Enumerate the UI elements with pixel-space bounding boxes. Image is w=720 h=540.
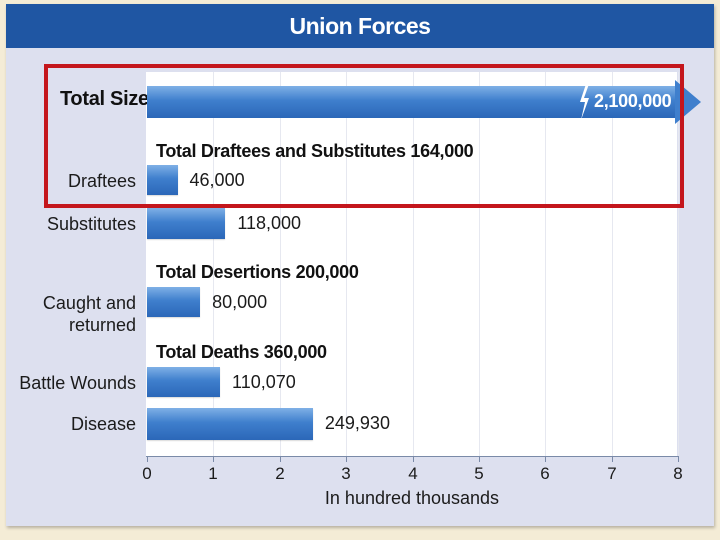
- plot-area: [146, 72, 677, 456]
- category-label-line: Caught and: [42, 293, 136, 313]
- x-tick: [612, 456, 613, 462]
- x-tick-label: 3: [341, 464, 351, 483]
- chart-header: Union Forces: [6, 4, 714, 48]
- category-label-draftees: Draftees: [67, 171, 136, 191]
- gridline: [612, 72, 613, 456]
- total-size-arrow-icon: [675, 80, 701, 124]
- value-label-battle-wounds: 110,070: [232, 372, 296, 392]
- bar-substitutes: [147, 208, 226, 239]
- gridline: [213, 72, 214, 456]
- category-label-caught-and-returned: Caught and returned: [43, 292, 136, 336]
- x-tick-label: 4: [408, 464, 418, 483]
- x-tick-label: 6: [540, 464, 550, 483]
- value-label-draftees: 46,000: [189, 170, 245, 190]
- category-label-disease: Disease: [70, 414, 136, 434]
- bar-draftees: [147, 165, 178, 195]
- total-size-value: 2,100,000: [594, 91, 672, 111]
- x-tick: [280, 456, 281, 462]
- category-label-battle-wounds: Battle Wounds: [19, 373, 136, 393]
- x-tick: [346, 456, 347, 462]
- x-tick: [678, 456, 679, 462]
- gridline: [346, 72, 347, 456]
- x-tick: [545, 456, 546, 462]
- group-title-deaths: Total Deaths 360,000: [156, 342, 327, 362]
- gridline: [678, 72, 679, 456]
- gridline: [479, 72, 480, 456]
- x-tick-label: 8: [673, 464, 683, 483]
- gridline: [545, 72, 546, 456]
- x-tick: [213, 456, 214, 462]
- x-axis-line: [146, 456, 678, 457]
- bar-disease: [147, 408, 313, 440]
- x-tick-label: 5: [474, 464, 484, 483]
- x-tick: [147, 456, 148, 462]
- x-tick-label: 7: [607, 464, 617, 483]
- category-label-substitutes: Substitutes: [46, 214, 136, 234]
- chart-title: Union Forces: [289, 13, 431, 39]
- value-label-substitutes: 118,000: [237, 213, 302, 233]
- total-size-label: Total Size: [60, 88, 149, 110]
- bar-caught-and-returned: [147, 287, 201, 317]
- bar-battle-wounds: [147, 367, 221, 397]
- highlight-box: [44, 64, 684, 208]
- gridline: [280, 72, 281, 456]
- value-label-caught-and-returned: 80,000: [212, 292, 268, 312]
- x-axis-label: In hundred thousands: [324, 488, 500, 508]
- value-label-disease: 249,930: [324, 413, 390, 433]
- gridline: [413, 72, 414, 456]
- x-tick: [479, 456, 480, 462]
- category-label-line: returned: [68, 315, 136, 335]
- x-tick: [413, 456, 414, 462]
- group-title-desertions: Total Desertions 200,000: [156, 262, 359, 282]
- x-tick-label: 0: [142, 464, 152, 483]
- x-tick-label: 1: [208, 464, 218, 483]
- x-tick-label: 2: [275, 464, 285, 483]
- axis-break-icon: [580, 84, 589, 120]
- group-title-draftees: Total Draftees and Substitutes 164,000: [156, 141, 474, 161]
